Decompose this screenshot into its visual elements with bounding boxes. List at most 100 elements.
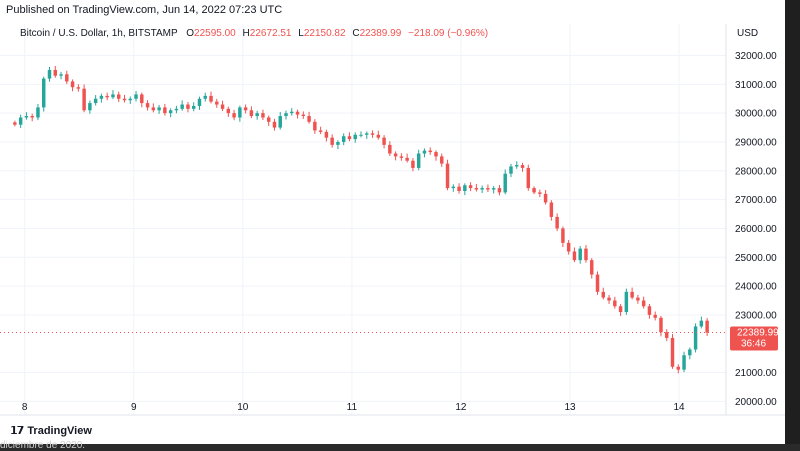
open-value: 22595.00 <box>194 28 236 39</box>
candle-up <box>353 134 357 140</box>
candle-up <box>111 94 115 98</box>
candle-down <box>53 69 57 76</box>
time-tick-label: 10 <box>237 402 249 413</box>
background-edge-right <box>785 0 800 450</box>
candle-down <box>330 137 334 145</box>
candle-up <box>336 141 340 145</box>
candle-up <box>191 105 196 109</box>
last-price-value: 22389.99 <box>737 327 779 338</box>
candle-up <box>290 111 294 114</box>
time-axis: 8 9 10 11 12 13 14 <box>22 402 685 413</box>
candle-up <box>203 95 207 99</box>
candle-down <box>543 193 548 203</box>
candlestick-chart[interactable]: 32000.00 31000.00 30000.00 29000.00 28000.00… <box>0 0 785 444</box>
svg-text:Bitcoin / U.S. Dollar, 1h, BIT: Bitcoin / U.S. Dollar, 1h, BITSTAMP O225… <box>20 28 488 39</box>
candle-down <box>428 150 432 153</box>
candle-down <box>140 94 144 104</box>
candle-up <box>422 150 427 154</box>
candle-down <box>318 130 323 132</box>
candle-down <box>393 153 398 157</box>
candle-down <box>65 74 69 82</box>
tradingview-logo-icon: 𝟭𝟳 <box>10 425 24 437</box>
candle-down <box>261 113 265 118</box>
price-tick-label: 31000.00 <box>735 80 777 91</box>
candle-down <box>272 121 277 128</box>
open-label: O <box>186 28 194 39</box>
candle-up <box>134 94 138 99</box>
candle-down <box>295 111 300 115</box>
candle-down <box>486 188 490 190</box>
time-tick-label: 14 <box>674 402 686 413</box>
candle-down <box>215 101 219 105</box>
time-tick-label: 12 <box>455 402 467 413</box>
tradingview-logo[interactable]: 𝟭𝟳 TradingView <box>10 424 92 438</box>
candle-up <box>128 98 132 101</box>
candle-down <box>607 297 611 301</box>
candle-up <box>59 74 63 76</box>
candle-down <box>630 291 634 298</box>
candle-up <box>693 326 698 350</box>
candle-up <box>682 355 686 370</box>
candle-down <box>665 332 669 338</box>
symbol-name: Bitcoin / U.S. Dollar, 1h, BITSTAMP <box>20 28 178 39</box>
candle-up <box>180 104 184 109</box>
candle-down <box>566 242 571 252</box>
chart-card: Published on TradingView.com, Jun 14, 20… <box>0 0 785 444</box>
candle-down <box>249 110 254 117</box>
time-tick-label: 9 <box>131 402 137 413</box>
candle-down <box>105 95 109 98</box>
candle-up <box>255 113 259 117</box>
candle-down <box>468 185 473 189</box>
candle-down <box>232 113 236 118</box>
candle-up <box>480 188 484 190</box>
candle-down <box>659 317 663 333</box>
candle-down <box>636 297 640 301</box>
candle-up <box>24 116 29 118</box>
candle-up <box>578 248 582 261</box>
price-tick-label: 23000.00 <box>735 310 777 321</box>
background-edge-bottom <box>0 444 800 450</box>
candle-up <box>197 98 202 106</box>
candle-up <box>416 153 421 168</box>
candle-down <box>226 108 231 114</box>
candle-down <box>445 163 450 189</box>
low-value: 22150.82 <box>304 28 346 39</box>
candle-up <box>463 185 467 191</box>
candle-down <box>122 98 127 101</box>
candle-down <box>601 291 606 298</box>
candle-up <box>624 291 629 313</box>
low-label: L <box>298 28 304 39</box>
candle-down <box>151 107 156 111</box>
price-tick-label: 20000.00 <box>735 397 777 408</box>
candle-down <box>313 121 317 131</box>
candle-up <box>341 136 346 142</box>
candle-down <box>613 300 617 307</box>
candles <box>13 65 709 374</box>
price-tick-label: 29000.00 <box>735 137 777 148</box>
candle-down <box>243 107 248 111</box>
published-caption: Published on TradingView.com, Jun 14, 20… <box>6 4 283 16</box>
candle-up <box>503 173 507 193</box>
candle-up <box>168 110 173 114</box>
high-value: 22672.51 <box>250 28 292 39</box>
candle-down <box>457 186 461 191</box>
close-label: C <box>352 28 359 39</box>
candle-up <box>365 133 369 135</box>
candle-down <box>405 157 409 161</box>
candle-down <box>324 131 329 138</box>
candle-down <box>411 160 415 168</box>
candle-down <box>474 188 479 190</box>
candle-up <box>278 116 282 128</box>
price-tick-label: 30000.00 <box>735 109 777 120</box>
bar-countdown: 36:46 <box>741 338 766 349</box>
candle-up <box>93 98 98 104</box>
candle-up <box>238 107 242 118</box>
candle-down <box>370 133 375 135</box>
candle-up <box>699 320 704 327</box>
price-tick-label: 32000.00 <box>735 51 777 62</box>
tradingview-brand-text: TradingView <box>27 424 92 437</box>
candle-down <box>70 81 75 88</box>
price-tick-label: 28000.00 <box>735 166 777 177</box>
candle-up <box>359 134 363 136</box>
candle-down <box>526 167 531 189</box>
